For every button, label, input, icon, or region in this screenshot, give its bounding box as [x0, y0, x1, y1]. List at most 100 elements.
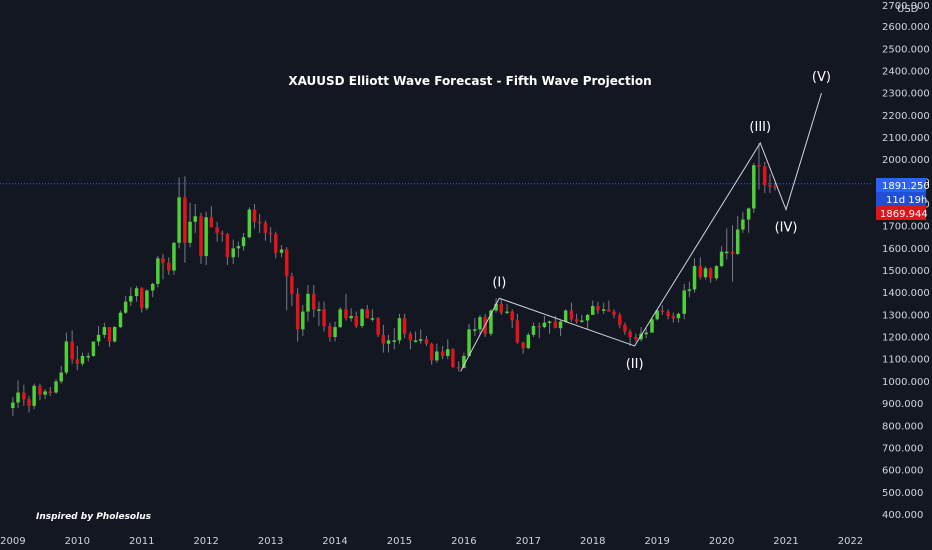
candle — [494, 298, 498, 313]
ref-price-tag — [876, 206, 926, 220]
candle — [376, 317, 380, 338]
candle — [563, 309, 568, 323]
candle — [585, 313, 590, 330]
candle — [478, 314, 482, 335]
candle — [268, 227, 273, 243]
candle — [188, 202, 192, 248]
candle — [741, 211, 745, 233]
candle — [129, 287, 133, 307]
x-tick-label: 2015 — [387, 536, 412, 547]
candle — [574, 313, 579, 324]
candle — [735, 216, 740, 256]
candle — [682, 283, 686, 320]
x-tick-label: 2014 — [322, 536, 347, 547]
candle — [402, 313, 407, 339]
x-tick-label: 2019 — [644, 536, 669, 547]
price-tags: 1891.250 11d 19h 1869.944 — [876, 178, 930, 220]
x-tick-label: 2022 — [838, 536, 863, 547]
candle — [86, 352, 91, 362]
candle — [763, 161, 767, 193]
y-tick-label: 2200.000 — [882, 111, 930, 122]
y-tick-label: 1100.000 — [882, 355, 930, 366]
candle — [510, 309, 514, 329]
candle — [257, 213, 262, 233]
y-tick-label: 1700.000 — [882, 222, 930, 233]
candle — [301, 304, 305, 336]
candle — [322, 301, 326, 332]
y-tick-label: 2300.000 — [882, 89, 930, 100]
candle — [167, 257, 171, 275]
x-tick-label: 2013 — [258, 536, 283, 547]
candle — [392, 328, 397, 350]
candle — [161, 253, 165, 280]
candle — [199, 212, 203, 264]
x-tick-label: 2017 — [516, 536, 541, 547]
candle — [515, 313, 520, 344]
candle — [580, 314, 584, 323]
y-axis[interactable]: 2700.000 USD 2600.000 2500.000 2400.000 230… — [873, 0, 932, 530]
candle — [312, 284, 316, 318]
current-price-value: 1891.250 — [882, 181, 930, 192]
candle — [365, 304, 369, 319]
elliott-wave-path — [460, 92, 822, 372]
currency-label: USD — [897, 4, 919, 15]
candle — [263, 220, 268, 241]
candle — [338, 307, 342, 329]
candle — [370, 309, 375, 322]
candle — [96, 325, 101, 346]
candle — [418, 329, 423, 344]
candle — [193, 204, 197, 233]
ref-price-value: 1869.944 — [880, 209, 928, 220]
x-axis[interactable]: 2009 2010 2011 2012 2013 2014 2015 2016 2017 2018… — [0, 530, 932, 550]
candle — [134, 286, 139, 302]
candle — [590, 300, 595, 315]
x-tick-label: 2016 — [451, 536, 476, 547]
candle — [75, 345, 80, 371]
candle — [671, 312, 676, 323]
candle — [306, 284, 310, 322]
candle — [768, 174, 772, 193]
candle — [27, 395, 31, 413]
x-tick-label: 2011 — [129, 536, 154, 547]
candle — [650, 318, 654, 333]
candle — [413, 331, 418, 343]
candle — [708, 267, 713, 283]
y-tick-label: 700.000 — [882, 443, 923, 454]
elliott-wave-labels: (I) (II) (III) (IV) (V) — [492, 70, 831, 372]
candle — [623, 322, 627, 335]
candle — [537, 322, 542, 339]
candle — [80, 352, 85, 366]
candle — [601, 302, 606, 314]
candle — [43, 389, 47, 400]
candle — [569, 302, 574, 322]
x-tick-label: 2018 — [580, 536, 605, 547]
candle — [70, 330, 74, 364]
y-tick-label: 400.000 — [882, 510, 923, 521]
candle — [252, 204, 257, 229]
candle — [118, 310, 123, 329]
candle — [38, 383, 42, 401]
y-tick-label: 1600.000 — [882, 244, 930, 255]
candle — [225, 232, 230, 265]
candle — [22, 384, 26, 406]
candle — [209, 206, 214, 228]
candle — [11, 396, 15, 416]
countdown-value: 11d 19h — [886, 195, 927, 206]
candle — [145, 289, 149, 311]
candle — [16, 380, 20, 409]
y-tick-label: 2400.000 — [882, 66, 930, 77]
candle — [505, 303, 509, 314]
candle — [279, 245, 284, 258]
candle — [628, 329, 632, 346]
candle — [676, 312, 681, 323]
candle — [424, 335, 429, 346]
candle — [354, 311, 359, 329]
candle — [473, 318, 477, 336]
candle — [231, 239, 235, 264]
candle — [123, 296, 128, 314]
candle — [719, 246, 724, 268]
candle — [644, 328, 648, 339]
candle — [59, 365, 63, 384]
x-tick-label: 2012 — [193, 536, 218, 547]
